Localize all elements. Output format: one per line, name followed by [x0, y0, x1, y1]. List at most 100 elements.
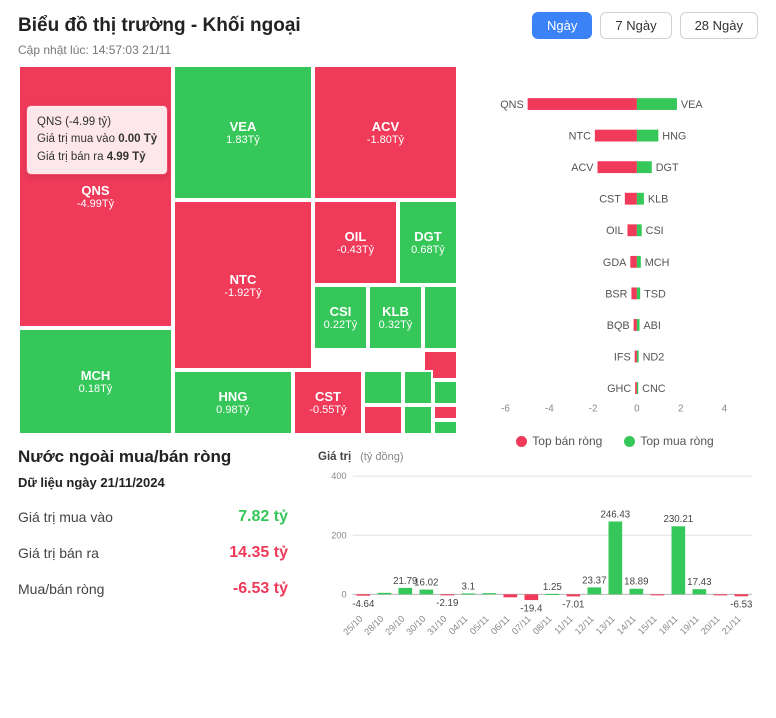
- svg-text:ND2: ND2: [643, 351, 665, 363]
- svg-text:OIL: OIL: [606, 225, 623, 237]
- ts-axis-label: Giá trị: [318, 451, 351, 463]
- summary-row-0: Giá trị mua vào7.82 tỷ: [18, 508, 288, 526]
- svg-text:BSR: BSR: [605, 288, 627, 300]
- svg-text:TSD: TSD: [644, 288, 666, 300]
- svg-text:23.37: 23.37: [582, 575, 606, 586]
- svg-text:HNG: HNG: [662, 131, 686, 143]
- treemap-chart: QNS (-4.99 tỷ) Giá trị mua vào 0.00 Tỷ G…: [18, 65, 458, 435]
- svg-text:200: 200: [331, 530, 346, 540]
- svg-text:-7.01: -7.01: [562, 600, 584, 611]
- bar-legend: Top bán ròng Top mua ròng: [472, 434, 758, 448]
- svg-text:400: 400: [331, 471, 346, 481]
- svg-text:08/11: 08/11: [531, 614, 554, 637]
- svg-text:CSI: CSI: [646, 225, 664, 237]
- svg-text:-19.4: -19.4: [520, 603, 543, 614]
- svg-text:31/10: 31/10: [425, 614, 448, 637]
- svg-text:05/11: 05/11: [468, 614, 491, 637]
- diverging-bar-chart: QNSVEANTCHNGACVDGTCSTKLBOILCSIGDAMCHBSRT…: [472, 65, 758, 435]
- treemap-cell-19[interactable]: [433, 420, 458, 435]
- svg-text:14/11: 14/11: [615, 614, 638, 637]
- treemap-cell-17[interactable]: [403, 405, 433, 435]
- svg-text:-4: -4: [545, 404, 554, 415]
- svg-text:DGT: DGT: [656, 162, 679, 174]
- tooltip-sell-label: Giá trị bán ra: [37, 151, 103, 163]
- svg-text:MCH: MCH: [645, 257, 670, 269]
- svg-text:ACV: ACV: [571, 162, 594, 174]
- svg-text:-2: -2: [589, 404, 598, 415]
- summary-row-2: Mua/bán ròng-6.53 tỷ: [18, 580, 288, 598]
- treemap-cell-MCH[interactable]: MCH0.18Tỷ: [18, 328, 173, 435]
- svg-text:28/10: 28/10: [362, 614, 385, 637]
- summary-title: Nước ngoài mua/bán ròng: [18, 447, 288, 467]
- svg-text:17.43: 17.43: [687, 577, 711, 588]
- svg-text:KLB: KLB: [648, 194, 668, 206]
- svg-text:20/11: 20/11: [699, 614, 722, 637]
- svg-text:16.02: 16.02: [414, 578, 438, 589]
- svg-text:GDA: GDA: [603, 257, 627, 269]
- svg-text:12/11: 12/11: [573, 614, 596, 637]
- svg-text:GHC: GHC: [607, 383, 631, 395]
- svg-text:25/10: 25/10: [341, 614, 364, 637]
- svg-text:246.43: 246.43: [600, 509, 630, 520]
- treemap-cell-18[interactable]: [433, 405, 458, 420]
- timeseries-chart: Giá trị (tỷ đồng) 0200400-4.6421.7916.02…: [318, 447, 758, 660]
- tooltip-buy-label: Giá trị mua vào: [37, 133, 115, 145]
- tooltip-sell-value: 4.99 Tỷ: [107, 151, 146, 163]
- last-updated: Cập nhật lúc: 14:57:03 21/11: [0, 43, 776, 65]
- time-range-tabs: Ngày 7 Ngày 28 Ngày: [532, 12, 758, 39]
- svg-text:18/11: 18/11: [657, 614, 680, 637]
- svg-text:230.21: 230.21: [663, 514, 693, 525]
- svg-text:-4.64: -4.64: [352, 599, 375, 610]
- treemap-cell-16[interactable]: [363, 405, 403, 435]
- svg-text:CNC: CNC: [642, 383, 666, 395]
- svg-text:BQB: BQB: [607, 320, 630, 332]
- svg-text:0: 0: [342, 589, 347, 599]
- legend-pos: Top mua ròng: [640, 434, 713, 448]
- summary-panel: Nước ngoài mua/bán ròng Dữ liệu ngày 21/…: [18, 447, 288, 660]
- svg-text:13/11: 13/11: [594, 614, 617, 637]
- tab-0[interactable]: Ngày: [532, 12, 592, 39]
- treemap-cell-DGT[interactable]: DGT0.68Tỷ: [398, 200, 458, 285]
- treemap-cell-NTC[interactable]: NTC-1.92Tỷ: [173, 200, 313, 370]
- svg-text:2: 2: [678, 404, 683, 415]
- treemap-cell-HNG[interactable]: HNG0.98Tỷ: [173, 370, 293, 435]
- summary-date: Dữ liệu ngày 21/11/2024: [18, 475, 288, 490]
- summary-row-1: Giá trị bán ra14.35 tỷ: [18, 544, 288, 562]
- legend-neg: Top bán ròng: [532, 434, 602, 448]
- svg-text:15/11: 15/11: [636, 614, 659, 637]
- svg-text:IFS: IFS: [614, 351, 631, 363]
- svg-text:-2.19: -2.19: [436, 598, 458, 609]
- treemap-cell-CSI[interactable]: CSI0.22Tỷ: [313, 285, 368, 350]
- treemap-cell-KLB[interactable]: KLB0.32Tỷ: [368, 285, 423, 350]
- treemap-cell-13[interactable]: [363, 370, 403, 405]
- svg-text:-6: -6: [501, 404, 510, 415]
- treemap-cell-OIL[interactable]: OIL-0.43Tỷ: [313, 200, 398, 285]
- svg-text:19/11: 19/11: [678, 614, 701, 637]
- tooltip-headline: QNS (-4.99 tỷ): [37, 114, 157, 131]
- svg-text:-6.53: -6.53: [730, 600, 752, 611]
- ts-axis-unit: (tỷ đồng): [360, 451, 403, 463]
- svg-text:0: 0: [634, 404, 640, 415]
- treemap-tooltip: QNS (-4.99 tỷ) Giá trị mua vào 0.00 Tỷ G…: [26, 105, 168, 175]
- svg-text:CST: CST: [599, 194, 621, 206]
- svg-text:07/11: 07/11: [510, 614, 533, 637]
- svg-text:18.89: 18.89: [624, 577, 648, 588]
- tab-2[interactable]: 28 Ngày: [680, 12, 758, 39]
- treemap-cell-CST[interactable]: CST-0.55Tỷ: [293, 370, 363, 435]
- treemap-cell-ACV[interactable]: ACV-1.80Tỷ: [313, 65, 458, 200]
- treemap-cell-VEA[interactable]: VEA1.83Tỷ: [173, 65, 313, 200]
- svg-text:4: 4: [722, 404, 728, 415]
- treemap-cell-10[interactable]: [423, 285, 458, 350]
- svg-text:3.1: 3.1: [462, 581, 476, 592]
- treemap-cell-14[interactable]: [403, 370, 433, 405]
- svg-text:1.25: 1.25: [543, 582, 562, 593]
- treemap-cell-15[interactable]: [433, 380, 458, 405]
- svg-text:30/10: 30/10: [404, 614, 427, 637]
- svg-text:ABI: ABI: [643, 320, 660, 332]
- svg-text:NTC: NTC: [569, 131, 591, 143]
- tab-1[interactable]: 7 Ngày: [600, 12, 671, 39]
- svg-text:11/11: 11/11: [552, 614, 574, 636]
- svg-text:21/11: 21/11: [720, 614, 743, 637]
- page-title: Biểu đồ thị trường - Khối ngoại: [18, 15, 301, 37]
- tooltip-buy-value: 0.00 Tỷ: [118, 133, 157, 145]
